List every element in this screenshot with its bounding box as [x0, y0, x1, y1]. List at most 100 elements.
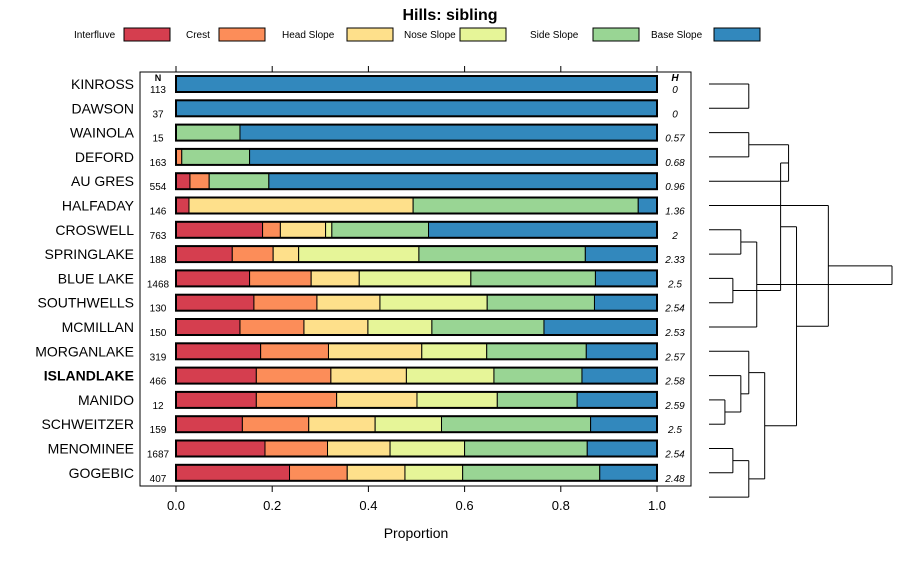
bar-segment-8-5 — [595, 270, 657, 286]
bar-segment-5-4 — [413, 198, 638, 214]
legend-swatch-0 — [124, 28, 170, 41]
legend: Interfluve Crest Head Slope Nose Slope Side … — [74, 28, 760, 41]
bar-segment-7-4 — [419, 246, 585, 262]
bar-segment-5-5 — [638, 198, 657, 214]
n-value: 763 — [150, 231, 167, 242]
bar-segment-11-2 — [328, 343, 421, 359]
bar-segment-5-0 — [176, 198, 189, 214]
bar-segment-6-5 — [429, 222, 657, 238]
row-label: CROSWELL — [55, 222, 134, 238]
bar-segment-8-1 — [250, 270, 312, 286]
bar-segment-0-5 — [176, 76, 657, 92]
h-value: 2.54 — [664, 304, 685, 315]
bar-segment-2-4 — [176, 125, 240, 141]
bar-segment-12-3 — [406, 368, 494, 384]
x-tick-label: 0.4 — [359, 498, 377, 513]
x-tick-label: 0.2 — [263, 498, 281, 513]
bar-segment-7-1 — [232, 246, 273, 262]
legend-label-5: Base Slope — [651, 30, 703, 41]
legend-label-3: Nose Slope — [404, 30, 456, 41]
bar-segment-15-3 — [390, 441, 465, 457]
bar-segment-16-3 — [405, 465, 463, 481]
row-label: BLUE LAKE — [58, 270, 134, 286]
bar-segment-7-3 — [299, 246, 419, 262]
bar-segment-10-4 — [432, 319, 544, 335]
bar-segment-5-2 — [189, 198, 413, 214]
bar-segment-13-5 — [577, 392, 657, 408]
bar-segment-14-3 — [375, 416, 441, 432]
legend-label-0: Interfluve — [74, 30, 116, 41]
bar-segment-12-4 — [494, 368, 582, 384]
bar-segment-12-5 — [582, 368, 657, 384]
bar-segment-12-0 — [176, 368, 256, 384]
row-label: DEFORD — [75, 149, 134, 165]
legend-swatch-1 — [219, 28, 265, 41]
bar-segment-12-1 — [256, 368, 331, 384]
row-label: SOUTHWELLS — [38, 295, 134, 311]
bar-segment-14-0 — [176, 416, 242, 432]
legend-swatch-2 — [347, 28, 393, 41]
bar-segment-11-4 — [487, 343, 587, 359]
h-value: 2.33 — [664, 255, 685, 266]
legend-label-1: Crest — [186, 30, 210, 41]
n-value: 150 — [150, 328, 167, 339]
h-value: 0.68 — [665, 158, 685, 169]
row-label: AU GRES — [71, 173, 134, 189]
bar-segment-10-5 — [544, 319, 657, 335]
n-labels: 113 37 15 163 554 146 763 188 1468 130 150 319 466 12… — [147, 85, 170, 485]
bar-segment-16-1 — [290, 465, 348, 481]
chart-svg: Hills: sibling Interfluve Crest Head Slope… — [0, 0, 900, 560]
bar-segment-14-4 — [442, 416, 591, 432]
bar-segment-4-0 — [176, 173, 190, 189]
bar-segment-1-5 — [176, 100, 657, 116]
bar-segment-14-1 — [242, 416, 308, 432]
legend-swatch-4 — [593, 28, 639, 41]
h-value: 2.5 — [667, 279, 682, 290]
bar-segment-10-3 — [368, 319, 432, 335]
bar-segment-13-2 — [337, 392, 417, 408]
bar-segment-13-1 — [256, 392, 336, 408]
bar-segment-10-0 — [176, 319, 240, 335]
bar-segment-15-4 — [465, 441, 588, 457]
bar-segment-4-4 — [209, 173, 269, 189]
n-value: 554 — [150, 182, 167, 193]
bar-segment-11-5 — [586, 343, 657, 359]
h-value: 2.48 — [664, 474, 685, 485]
bar-segment-14-2 — [309, 416, 375, 432]
h-value: 2.58 — [664, 377, 685, 388]
bar-segment-10-1 — [240, 319, 304, 335]
row-label: KINROSS — [71, 76, 134, 92]
bar-segment-7-2 — [273, 246, 298, 262]
row-label: MANIDO — [78, 392, 134, 408]
n-value: 163 — [150, 158, 167, 169]
legend-swatch-5 — [714, 28, 760, 41]
chart-container: Hills: sibling Interfluve Crest Head Slope… — [0, 0, 900, 560]
chart-title: Hills: sibling — [402, 7, 497, 24]
bar-segment-9-1 — [254, 295, 317, 311]
row-label: WAINOLA — [70, 125, 135, 141]
bar-segment-10-2 — [304, 319, 368, 335]
bar-segment-13-0 — [176, 392, 256, 408]
h-value: 0.57 — [665, 134, 685, 145]
row-label: ISLANDLAKE — [44, 368, 134, 384]
bar-segment-2-5 — [240, 125, 657, 141]
x-axis-label: Proportion — [384, 525, 449, 541]
bar-segment-14-5 — [591, 416, 657, 432]
bar-segment-9-4 — [487, 295, 594, 311]
bar-segment-8-2 — [311, 270, 359, 286]
row-labels: KINROSSDAWSONWAINOLADEFORDAU GRESHALFADA… — [35, 76, 134, 481]
n-value: 407 — [150, 474, 167, 485]
x-tick-label: 0.6 — [456, 498, 474, 513]
bar-segment-8-0 — [176, 270, 250, 286]
bar-segment-7-0 — [176, 246, 232, 262]
bar-segment-15-0 — [176, 441, 265, 457]
bar-segment-9-0 — [176, 295, 254, 311]
bar-segment-6-4 — [332, 222, 429, 238]
n-value: 319 — [150, 352, 167, 363]
h-labels: 000.570.680.961.3622.332.52.542.532.572.… — [664, 85, 685, 485]
dendrogram — [709, 84, 892, 497]
h-value: 2.59 — [664, 401, 685, 412]
row-label: MCMILLAN — [62, 319, 134, 335]
bar-segment-15-5 — [587, 441, 657, 457]
row-label: SPRINGLAKE — [45, 246, 134, 262]
